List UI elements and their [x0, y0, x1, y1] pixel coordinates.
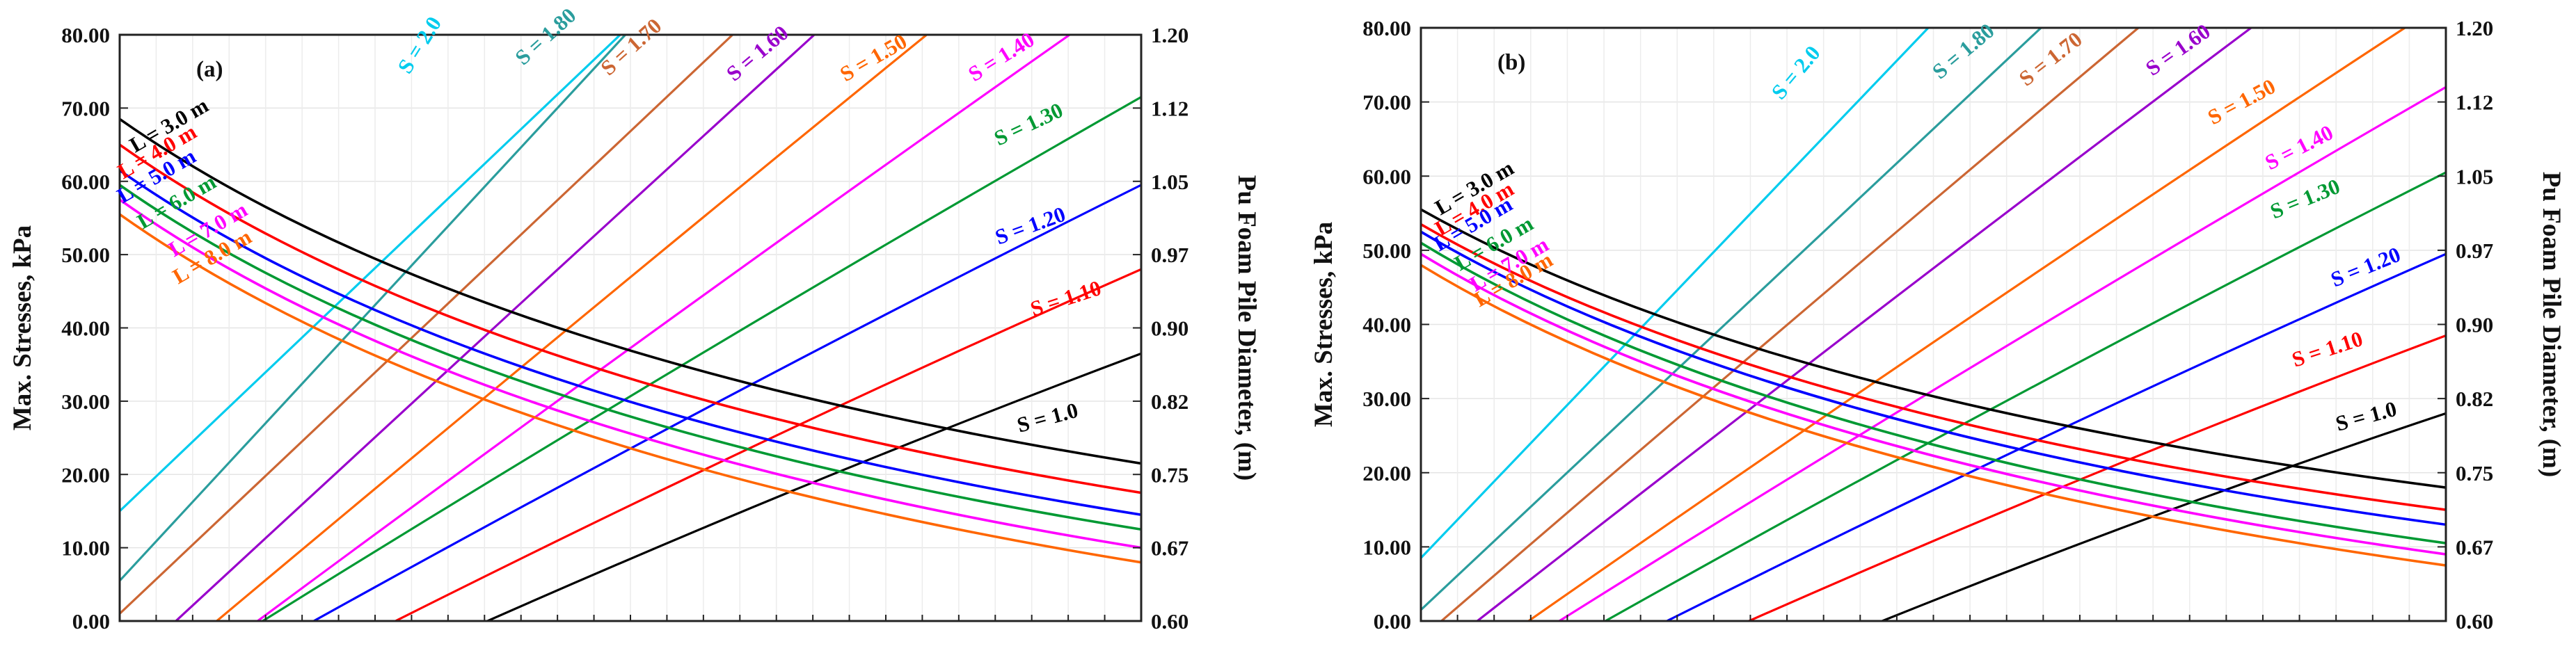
y-tick-label: 80.00 [61, 23, 110, 47]
series-s-label: S = 1.10 [2289, 326, 2365, 372]
y2-axis-title: Pu Foam Pile Diameter, (m) [1232, 175, 1261, 481]
y-axis-right: 0.60 0.67 0.75 0.82 0.90 0.97 1.05 1.12 1.20 [2438, 16, 2493, 634]
y2-tick-label: 0.75 [1151, 462, 1188, 487]
series-s-label: S = 1.40 [964, 27, 1038, 86]
series-s-label: S = 2.0 [1767, 41, 1825, 104]
series-s-label: S = 1.20 [2328, 242, 2404, 292]
y2-tick-label: 0.97 [2456, 239, 2493, 263]
y-tick-label: 10.00 [1362, 535, 1411, 559]
series-l-line [120, 198, 1141, 549]
y-tick-label: 0.00 [72, 609, 110, 634]
series-s-line [175, 35, 816, 621]
y-axis-left: 0.00 10.00 20.00 30.00 40.00 50.00 60.00 70.00 8… [1362, 16, 1429, 634]
series-s-line [1748, 334, 2446, 621]
y-axis-right: 0.60 0.67 0.75 0.82 0.90 0.97 1.05 1.12 1.20 [1133, 23, 1188, 634]
y2-tick-label: 1.20 [1151, 23, 1188, 47]
series-s-label: S = 1.30 [990, 97, 1067, 150]
series-l-line [120, 213, 1141, 564]
series-l-line [120, 118, 1141, 465]
series-s-line [1666, 252, 2446, 621]
y-tick-label: 50.00 [1362, 239, 1411, 263]
x-axis-ticks [119, 615, 1142, 621]
series-s-label: S = 1.20 [992, 202, 1068, 250]
series-l-line [120, 169, 1141, 516]
y-tick-label: 60.00 [1362, 164, 1411, 188]
plot-curves [1421, 28, 2446, 621]
series-s-line [257, 35, 1071, 621]
series-l-line [1421, 264, 2446, 567]
panel-label: (b) [1497, 50, 1525, 75]
series-l-line [120, 184, 1141, 531]
plot-curves [120, 35, 1141, 621]
series-s-line [1421, 28, 2042, 611]
y-tick-label: 80.00 [1362, 16, 1411, 40]
series-s-line [120, 35, 733, 615]
y-tick-label: 10.00 [61, 536, 110, 561]
series-l-line [120, 143, 1141, 494]
y-tick-label: 70.00 [1362, 90, 1411, 115]
y2-tick-label: 0.82 [2456, 387, 2493, 411]
y2-axis-title: Pu Foam Pile Diameter, (m) [2537, 172, 2566, 477]
y-tick-label: 50.00 [61, 243, 110, 267]
series-s-line [395, 268, 1141, 621]
y-tick-label: 30.00 [61, 389, 110, 414]
y2-tick-label: 0.97 [1151, 243, 1188, 267]
y-tick-label: 40.00 [1362, 313, 1411, 337]
series-s-label: S = 1.60 [722, 20, 793, 86]
series-l-line [1421, 252, 2446, 556]
grid [120, 35, 1141, 621]
y-tick-label: 20.00 [61, 462, 110, 487]
panel-label: (a) [196, 57, 223, 82]
series-s-line [1440, 28, 2140, 621]
y2-tick-label: 0.75 [2456, 461, 2493, 485]
y2-tick-label: 0.60 [1151, 609, 1188, 634]
series-l-line [1421, 230, 2446, 526]
series-s-label: S = 1.0 [2333, 396, 2399, 436]
y2-tick-label: 1.12 [1151, 96, 1188, 120]
y2-tick-label: 1.05 [2456, 164, 2493, 188]
series-l-line [1421, 223, 2446, 511]
y2-tick-label: 0.82 [1151, 389, 1188, 414]
series-l-line [1421, 241, 2446, 545]
series-l-line [1421, 208, 2446, 489]
series-s-line [313, 184, 1141, 621]
y2-tick-label: 1.20 [2456, 16, 2493, 40]
series-s-label: S = 1.10 [1027, 275, 1104, 321]
series-s-line [262, 96, 1141, 621]
y2-tick-label: 1.12 [2456, 90, 2493, 115]
series-s-line [216, 35, 928, 621]
y-tick-label: 30.00 [1362, 387, 1411, 411]
series-s-line [1558, 86, 2446, 621]
y2-tick-label: 0.90 [2456, 313, 2493, 337]
y-tick-label: 20.00 [1362, 461, 1411, 485]
series-s-line [1421, 28, 1930, 559]
series-s-label: S = 1.0 [1015, 398, 1081, 437]
y-tick-label: 60.00 [61, 170, 110, 194]
series-s-line [486, 352, 1141, 621]
series-s-line [1527, 28, 2406, 621]
y2-tick-label: 0.60 [2456, 609, 2493, 634]
chart-panel-b: 0.00 10.00 20.00 30.00 40.00 50.00 60.00 70.00 8… [1310, 16, 2566, 634]
series-s-label: S = 2.0 [392, 13, 446, 78]
y-axis-title: Max. Stresses, kPa [8, 225, 37, 430]
y-tick-label: 40.00 [61, 316, 110, 341]
series-s-label: S = 1.30 [2267, 174, 2344, 224]
y-tick-label: 0.00 [1374, 609, 1411, 634]
series-s-line [1605, 171, 2446, 621]
chart-panel-a: 0.00 10.00 20.00 30.00 40.00 50.00 60.00 70.00 8… [8, 3, 1261, 634]
y2-tick-label: 0.67 [2456, 535, 2493, 559]
y2-tick-label: 0.90 [1151, 316, 1188, 341]
y2-tick-label: 1.05 [1151, 170, 1188, 194]
x-axis-ticks [1420, 615, 2447, 621]
y-axis-left: 0.00 10.00 20.00 30.00 40.00 50.00 60.00 70.00 8… [61, 23, 128, 634]
series-s-line [120, 35, 621, 513]
y-axis-title: Max. Stresses, kPa [1310, 222, 1338, 427]
series-s-line [1477, 28, 2252, 621]
series-s-line [120, 35, 626, 582]
y-tick-label: 70.00 [61, 96, 110, 120]
y2-tick-label: 0.67 [1151, 536, 1188, 561]
series-s-line [1882, 412, 2446, 621]
